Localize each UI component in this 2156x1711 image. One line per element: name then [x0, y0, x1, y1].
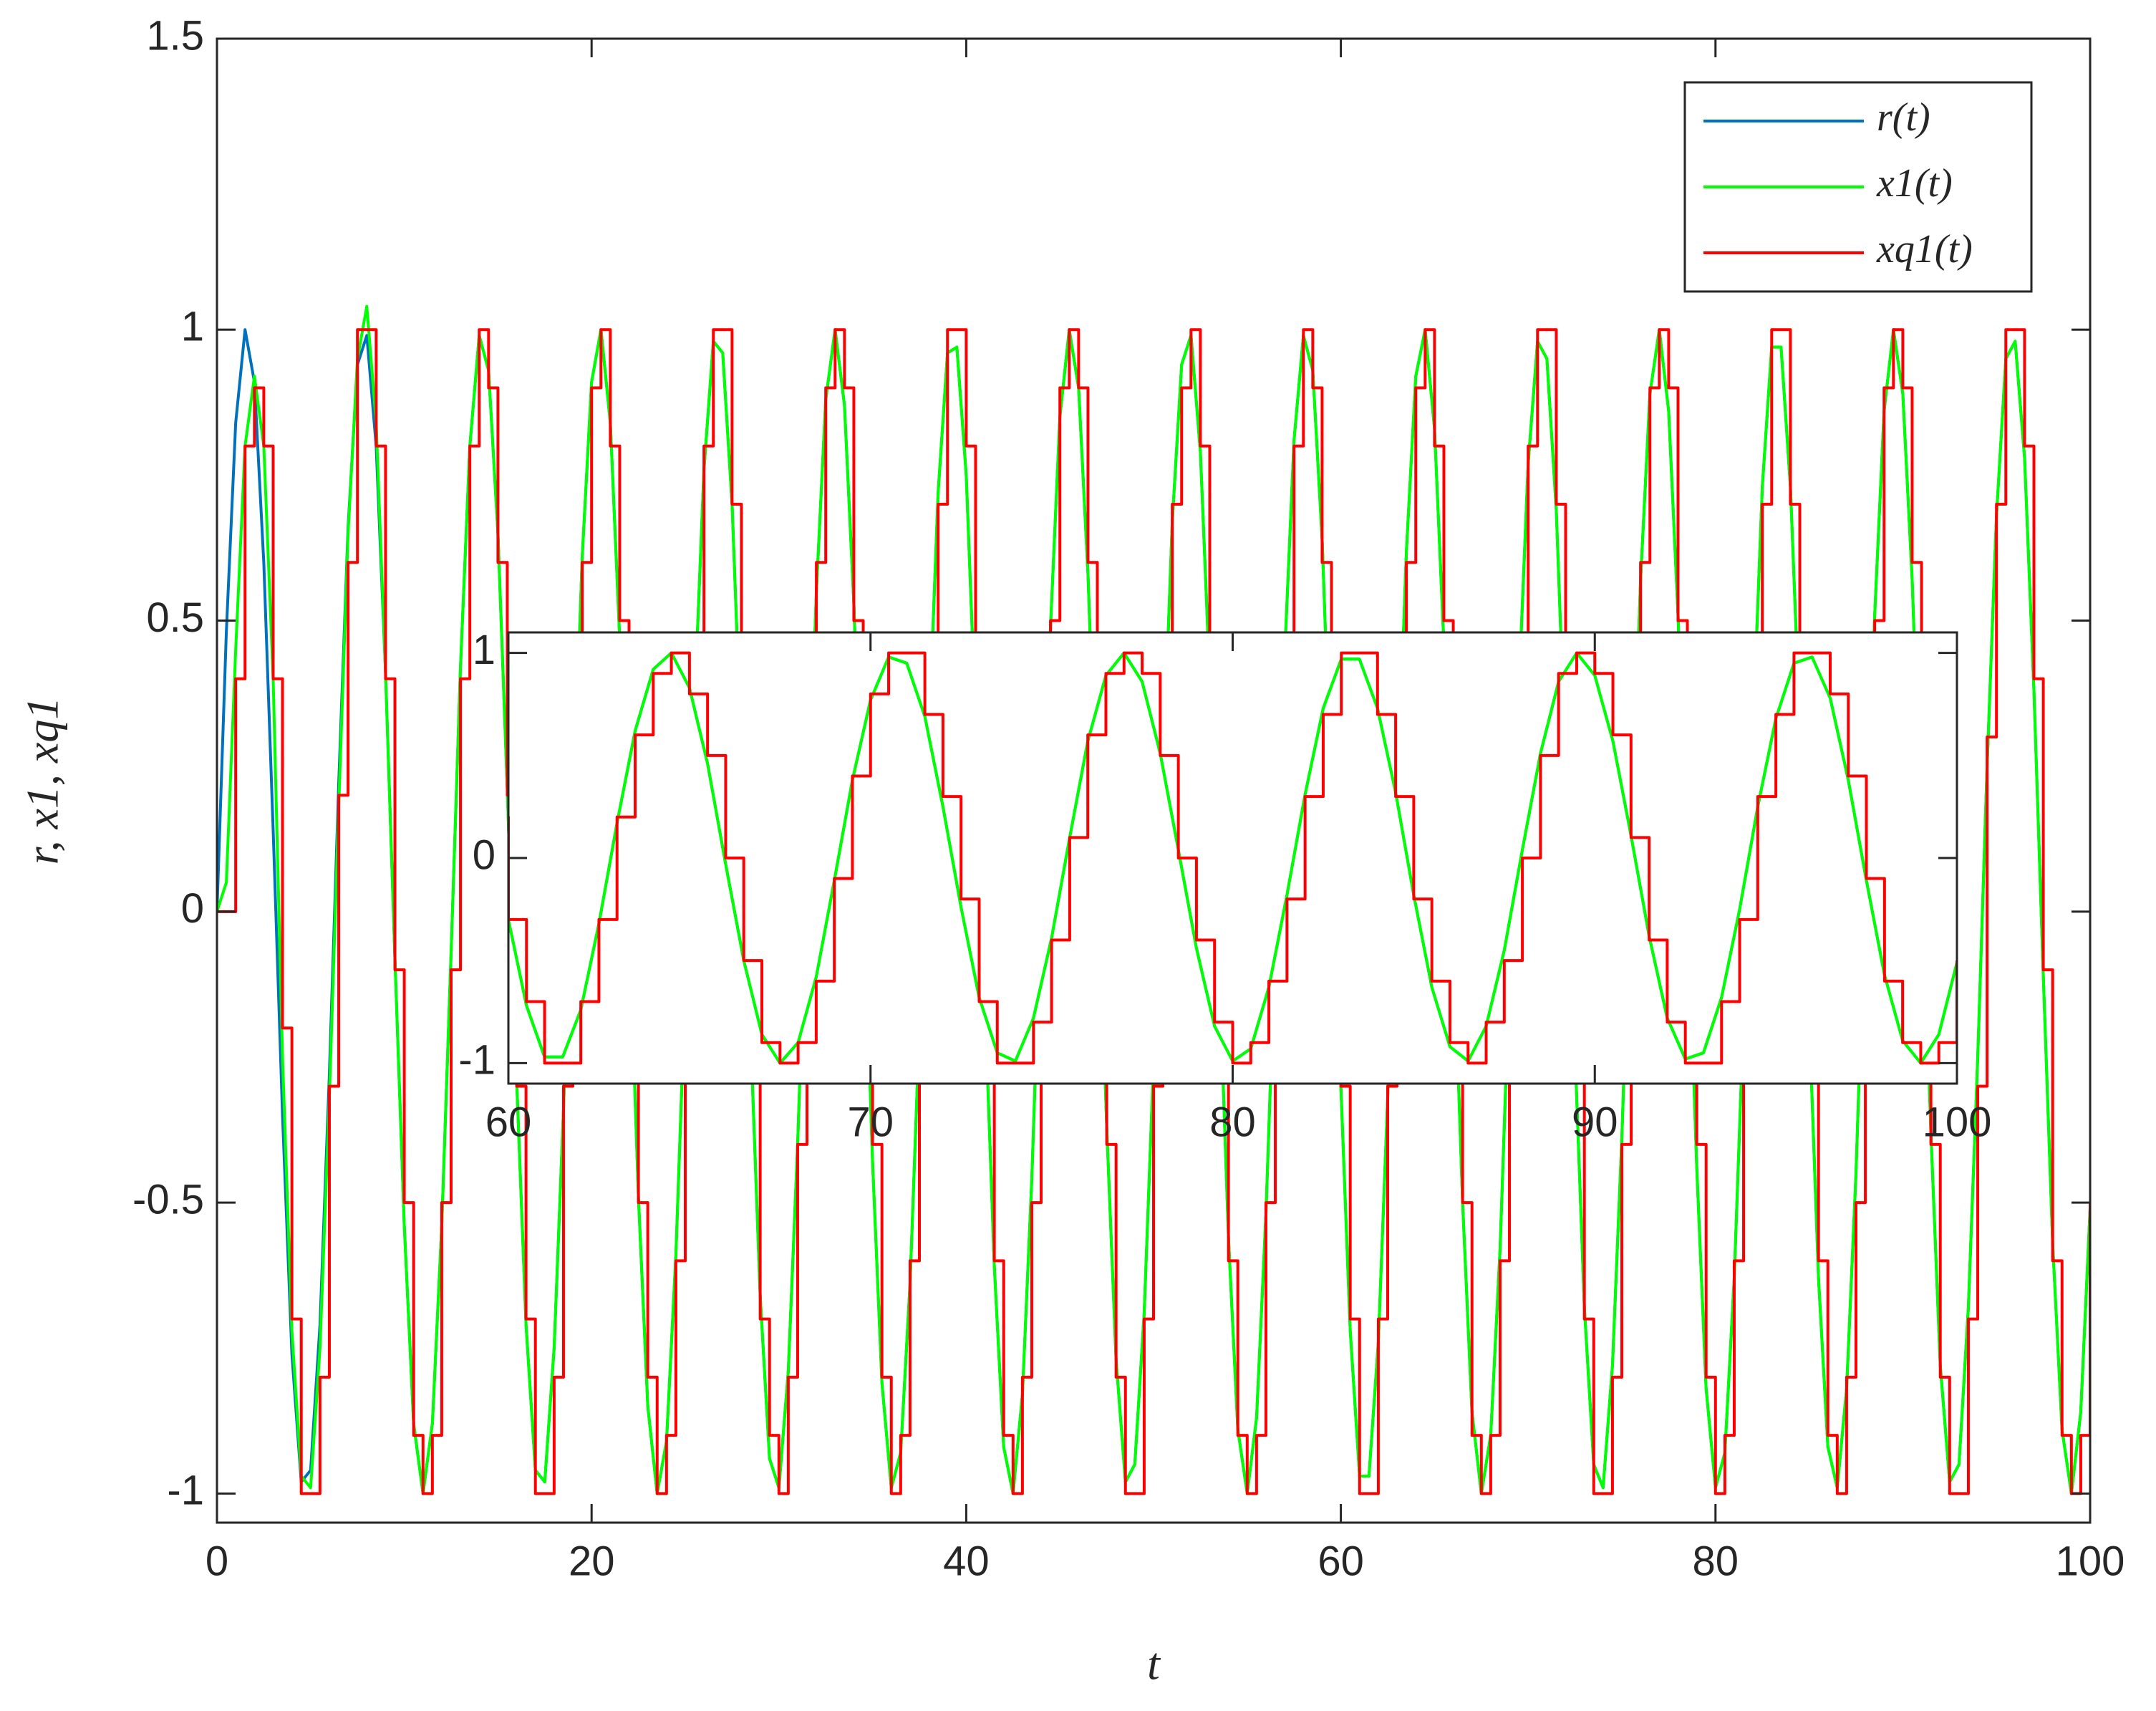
legend-label: r(t): [1877, 95, 1930, 140]
legend-label: x1(t): [1876, 161, 1953, 206]
legend-label: xq1(t): [1876, 227, 1973, 271]
plot-area: [508, 651, 1957, 1065]
x-tick-label: 60: [485, 1099, 532, 1145]
y-tick-label: -1: [167, 1467, 204, 1514]
legend: r(t) x1(t) xq1(t): [1683, 81, 2033, 293]
x-tick-label: 100: [2056, 1538, 2125, 1584]
y-tick-label: 1: [473, 627, 496, 673]
y-tick-label: -1: [458, 1037, 496, 1084]
series-line: [508, 651, 1957, 1065]
x-tick-label: 70: [847, 1099, 894, 1145]
series-line: [217, 328, 2090, 1495]
y-tick-label: 0: [473, 832, 496, 878]
axes-frame: [216, 37, 2092, 1524]
y-tick-label: 0: [181, 885, 204, 932]
x-tick-label: 80: [1209, 1099, 1256, 1145]
x-tick-label: 60: [1318, 1538, 1364, 1584]
x-tick-label: 0: [206, 1538, 228, 1584]
x-tick-label: 100: [1923, 1099, 1992, 1145]
y-tick-label: 1.5: [146, 12, 204, 59]
x-tick-label: 90: [1572, 1099, 1618, 1145]
x-tick-label: 80: [1693, 1538, 1739, 1584]
inset-background: [508, 632, 1957, 1084]
x-tick-label: 40: [943, 1538, 990, 1584]
y-axis-label: r, x1, xq1: [17, 697, 68, 865]
y-tick-label: -0.5: [132, 1176, 204, 1223]
x-axis-label: t: [1147, 1639, 1161, 1690]
x-tick-label: 20: [569, 1538, 615, 1584]
series-line: [508, 651, 1957, 1065]
y-tick-label: 1: [181, 304, 204, 350]
y-tick-label: 0.5: [146, 594, 204, 641]
